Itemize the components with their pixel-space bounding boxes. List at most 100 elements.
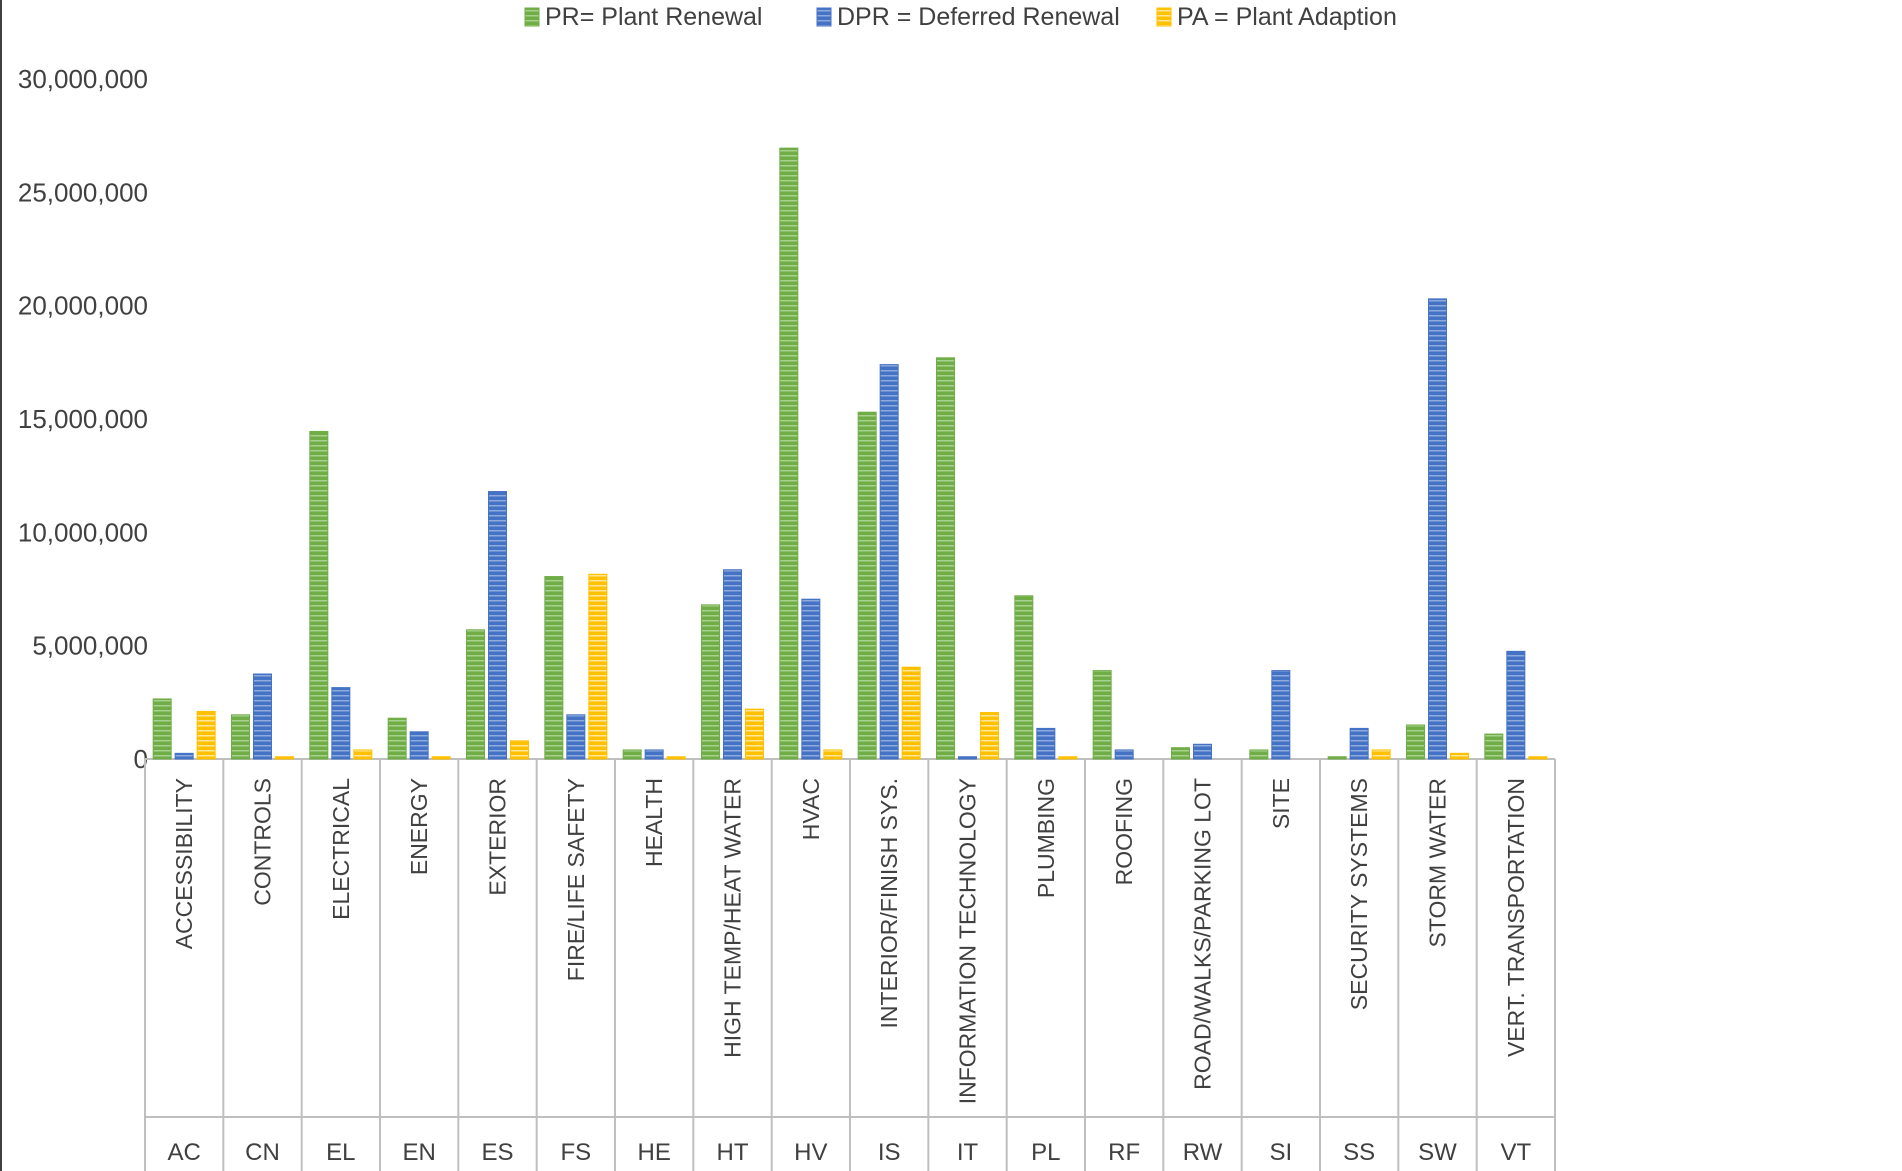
category-label-storm-water: STORM WATER bbox=[1425, 778, 1451, 948]
legend-swatch bbox=[816, 7, 832, 27]
category-code-pl: PL bbox=[1031, 1139, 1060, 1166]
category-code-rw: RW bbox=[1183, 1139, 1223, 1166]
y-tick-label: 25,000,000 bbox=[18, 177, 148, 207]
bar-ac-series-1 bbox=[152, 698, 172, 760]
y-axis: 05,000,00010,000,00015,000,00020,000,000… bbox=[18, 64, 148, 774]
category-label-road-walks-parking-lot: ROAD/WALKS/PARKING LOT bbox=[1190, 778, 1216, 1090]
bar-ht-series-3 bbox=[745, 708, 764, 760]
bar-it-series-1 bbox=[936, 357, 955, 760]
y-tick-label: 15,000,000 bbox=[18, 404, 148, 434]
bar-si-series-1 bbox=[1249, 749, 1269, 760]
bar-hv-series-2 bbox=[801, 598, 821, 760]
bar-ss-series-2 bbox=[1349, 727, 1369, 760]
bar-vt-series-1 bbox=[1484, 733, 1504, 760]
category-code-it: IT bbox=[957, 1139, 979, 1166]
category-label-energy: ENERGY bbox=[406, 778, 432, 875]
category-label-site: SITE bbox=[1268, 778, 1294, 829]
left-border bbox=[0, 0, 2, 1171]
legend-swatch bbox=[1156, 7, 1172, 27]
bar-ht-series-1 bbox=[701, 604, 720, 760]
category-label-exterior: EXTERIOR bbox=[485, 778, 511, 896]
bar-rw-series-2 bbox=[1193, 743, 1212, 760]
bar-it-series-3 bbox=[980, 712, 999, 760]
bars bbox=[152, 147, 1548, 760]
category-code-ss: SS bbox=[1343, 1139, 1375, 1166]
category-label-fire-life-safety: FIRE/LIFE SAFETY bbox=[563, 778, 589, 981]
bar-sw-series-3 bbox=[1450, 752, 1469, 760]
category-code-sw: SW bbox=[1418, 1139, 1457, 1166]
bar-he-series-1 bbox=[622, 749, 642, 760]
category-label-plumbing: PLUMBING bbox=[1033, 778, 1059, 898]
bar-es-series-1 bbox=[466, 629, 485, 760]
bar-pl-series-2 bbox=[1036, 727, 1056, 760]
legend: PR= Plant Renewal DPR = Deferred Renewal P… bbox=[524, 3, 1397, 31]
bar-ac-series-2 bbox=[174, 752, 194, 760]
bar-el-series-3 bbox=[353, 749, 373, 760]
category-label-accessibility: ACCESSIBILITY bbox=[171, 778, 197, 949]
category-label-roofing: ROOFING bbox=[1111, 778, 1137, 885]
bar-si-series-2 bbox=[1271, 670, 1291, 760]
bar-fs-series-2 bbox=[566, 714, 586, 760]
bar-rf-series-2 bbox=[1114, 749, 1134, 760]
bar-hv-series-3 bbox=[823, 749, 843, 760]
legend-swatch bbox=[524, 7, 540, 27]
bar-es-series-2 bbox=[488, 491, 507, 760]
category-label-controls: CONTROLS bbox=[250, 778, 276, 906]
bar-is-series-1 bbox=[857, 411, 877, 760]
bar-pl-series-1 bbox=[1014, 595, 1034, 760]
category-label-electrical: ELECTRICAL bbox=[328, 778, 354, 920]
category-code-en: EN bbox=[402, 1139, 435, 1166]
category-code-es: ES bbox=[481, 1139, 513, 1166]
legend-label: PR= Plant Renewal bbox=[545, 3, 762, 31]
category-label-high-temp-heat-water: HIGH TEMP/HEAT WATER bbox=[720, 778, 746, 1058]
bar-is-series-2 bbox=[879, 364, 899, 760]
bar-cn-series-2 bbox=[253, 673, 272, 760]
category-code-is: IS bbox=[878, 1139, 901, 1166]
bar-rf-series-1 bbox=[1092, 670, 1112, 760]
bar-el-series-2 bbox=[331, 687, 351, 760]
bar-en-series-1 bbox=[387, 717, 407, 760]
bar-sw-series-2 bbox=[1428, 298, 1447, 760]
category-code-si: SI bbox=[1269, 1139, 1292, 1166]
y-tick-label: 30,000,000 bbox=[18, 64, 148, 94]
bar-el-series-1 bbox=[309, 430, 329, 760]
y-tick-label: 10,000,000 bbox=[18, 517, 148, 547]
bar-hv-series-1 bbox=[779, 147, 799, 760]
category-code-rf: RF bbox=[1108, 1139, 1140, 1166]
bar-ht-series-2 bbox=[723, 569, 742, 760]
category-label-security-systems: SECURITY SYSTEMS bbox=[1346, 778, 1372, 1010]
legend-label: PA = Plant Adaption bbox=[1177, 3, 1397, 31]
legend-label: DPR = Deferred Renewal bbox=[837, 3, 1120, 31]
bar-he-series-3 bbox=[666, 756, 686, 760]
bar-fs-series-1 bbox=[544, 576, 564, 760]
bar-rw-series-1 bbox=[1171, 747, 1190, 760]
bar-is-series-3 bbox=[901, 666, 921, 760]
bar-sw-series-1 bbox=[1406, 724, 1425, 760]
bar-ss-series-1 bbox=[1327, 756, 1347, 760]
bar-vt-series-3 bbox=[1528, 756, 1548, 760]
bar-it-series-2 bbox=[958, 756, 977, 760]
bar-pl-series-3 bbox=[1058, 756, 1078, 760]
category-label-information-technology: INFORMATION TECHNOLOGY bbox=[955, 778, 981, 1104]
category-code-ht: HT bbox=[717, 1139, 749, 1166]
bar-es-series-3 bbox=[510, 740, 529, 760]
y-tick-label: 5,000,000 bbox=[32, 631, 148, 661]
y-tick-label: 20,000,000 bbox=[18, 291, 148, 321]
bar-cn-series-3 bbox=[275, 756, 294, 760]
bar-cn-series-1 bbox=[231, 714, 250, 760]
category-label-interior-finish-sys: INTERIOR/FINISH SYS. bbox=[876, 778, 902, 1028]
category-code-he: HE bbox=[637, 1139, 670, 1166]
category-label-vert-transportation: VERT. TRANSPORTATION bbox=[1503, 778, 1529, 1057]
bar-he-series-2 bbox=[644, 749, 664, 760]
category-code-ac: AC bbox=[167, 1139, 200, 1166]
bar-vt-series-2 bbox=[1506, 650, 1526, 760]
category-code-vt: VT bbox=[1500, 1139, 1531, 1166]
category-label-hvac: HVAC bbox=[798, 778, 824, 840]
bar-fs-series-3 bbox=[588, 573, 608, 760]
category-code-el: EL bbox=[326, 1139, 355, 1166]
bar-en-series-3 bbox=[431, 756, 451, 760]
category-code-hv: HV bbox=[794, 1139, 827, 1166]
category-code-fs: FS bbox=[560, 1139, 591, 1166]
